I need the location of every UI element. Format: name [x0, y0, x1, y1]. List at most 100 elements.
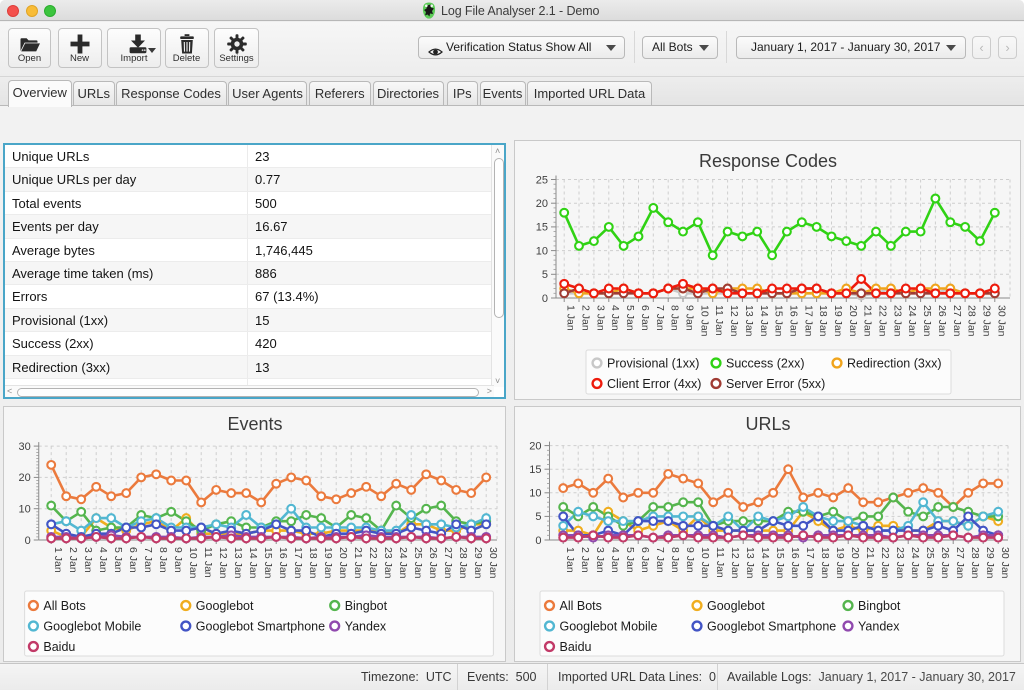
svg-text:Yandex: Yandex — [858, 620, 900, 634]
svg-text:7 Jan: 7 Jan — [654, 547, 666, 573]
svg-text:30 Jan: 30 Jan — [999, 547, 1011, 579]
svg-text:3 Jan: 3 Jan — [82, 547, 94, 573]
svg-text:11 Jan: 11 Jan — [202, 547, 214, 578]
svg-text:19 Jan: 19 Jan — [834, 547, 846, 579]
svg-text:8 Jan: 8 Jan — [157, 547, 169, 573]
svg-text:1 Jan: 1 Jan — [52, 547, 64, 573]
svg-text:Baidu: Baidu — [560, 640, 592, 654]
svg-text:22 Jan: 22 Jan — [367, 547, 379, 579]
svg-text:0: 0 — [542, 293, 548, 305]
svg-text:24 Jan: 24 Jan — [397, 547, 409, 579]
svg-text:20: 20 — [19, 472, 31, 484]
svg-text:10: 10 — [19, 504, 31, 516]
svg-text:All Bots: All Bots — [560, 599, 602, 613]
svg-text:18 Jan: 18 Jan — [817, 305, 829, 337]
svg-text:15: 15 — [529, 464, 541, 476]
svg-text:26 Jan: 26 Jan — [427, 547, 439, 579]
svg-text:15: 15 — [536, 222, 548, 234]
svg-text:6 Jan: 6 Jan — [639, 305, 651, 331]
svg-text:15 Jan: 15 Jan — [773, 305, 785, 337]
svg-text:8 Jan: 8 Jan — [669, 305, 681, 331]
svg-text:10: 10 — [529, 488, 541, 500]
svg-text:14 Jan: 14 Jan — [247, 547, 259, 579]
svg-text:Googlebot Mobile: Googlebot Mobile — [560, 620, 658, 634]
svg-text:30 Jan: 30 Jan — [487, 547, 499, 579]
svg-text:24 Jan: 24 Jan — [906, 305, 918, 337]
svg-text:20: 20 — [529, 440, 541, 452]
svg-text:30: 30 — [19, 441, 31, 453]
svg-text:9 Jan: 9 Jan — [172, 547, 184, 573]
svg-text:0: 0 — [25, 535, 31, 547]
svg-text:10 Jan: 10 Jan — [187, 547, 199, 579]
svg-text:21 Jan: 21 Jan — [352, 547, 364, 579]
svg-text:23 Jan: 23 Jan — [891, 305, 903, 337]
svg-text:Response Codes: Response Codes — [699, 151, 837, 171]
svg-text:Events: Events — [227, 414, 282, 434]
svg-text:Googlebot Smartphone: Googlebot Smartphone — [196, 620, 325, 634]
svg-text:3 Jan: 3 Jan — [594, 305, 606, 331]
svg-text:27 Jan: 27 Jan — [951, 305, 963, 337]
svg-text:21 Jan: 21 Jan — [862, 305, 874, 337]
svg-text:12 Jan: 12 Jan — [728, 305, 740, 337]
svg-text:28 Jan: 28 Jan — [966, 305, 978, 337]
svg-text:6 Jan: 6 Jan — [639, 547, 651, 573]
svg-text:29 Jan: 29 Jan — [984, 547, 996, 579]
svg-text:28 Jan: 28 Jan — [969, 547, 981, 579]
svg-text:26 Jan: 26 Jan — [936, 305, 948, 337]
svg-text:23 Jan: 23 Jan — [382, 547, 394, 579]
svg-text:9 Jan: 9 Jan — [684, 305, 696, 331]
svg-text:Provisional (1xx): Provisional (1xx) — [607, 357, 699, 371]
svg-text:Server Error (5xx): Server Error (5xx) — [726, 377, 825, 391]
svg-text:12 Jan: 12 Jan — [217, 547, 229, 579]
svg-text:3 Jan: 3 Jan — [594, 547, 606, 573]
svg-text:15 Jan: 15 Jan — [262, 547, 274, 579]
svg-text:30 Jan: 30 Jan — [995, 305, 1007, 337]
svg-text:Redirection (3xx): Redirection (3xx) — [847, 357, 941, 371]
svg-text:Client Error (4xx): Client Error (4xx) — [607, 377, 701, 391]
svg-text:Googlebot Mobile: Googlebot Mobile — [43, 620, 141, 634]
svg-text:Googlebot: Googlebot — [196, 599, 254, 613]
svg-text:10 Jan: 10 Jan — [698, 305, 710, 337]
svg-text:12 Jan: 12 Jan — [729, 547, 741, 579]
svg-text:27 Jan: 27 Jan — [442, 547, 454, 579]
svg-text:13 Jan: 13 Jan — [743, 305, 755, 337]
svg-text:11 Jan: 11 Jan — [714, 547, 726, 578]
svg-text:23 Jan: 23 Jan — [894, 547, 906, 579]
svg-text:Baidu: Baidu — [43, 640, 75, 654]
svg-text:1 Jan: 1 Jan — [564, 547, 576, 573]
svg-text:7 Jan: 7 Jan — [654, 305, 666, 331]
svg-text:URLs: URLs — [745, 414, 790, 434]
svg-text:Bingbot: Bingbot — [345, 599, 388, 613]
svg-text:20: 20 — [536, 198, 548, 210]
svg-text:17 Jan: 17 Jan — [804, 547, 816, 579]
svg-text:8 Jan: 8 Jan — [669, 547, 681, 573]
svg-text:21 Jan: 21 Jan — [864, 547, 876, 579]
svg-text:16 Jan: 16 Jan — [787, 305, 799, 337]
svg-text:18 Jan: 18 Jan — [307, 547, 319, 579]
svg-text:5: 5 — [542, 269, 548, 281]
svg-text:2 Jan: 2 Jan — [579, 547, 591, 573]
svg-text:1 Jan: 1 Jan — [565, 305, 577, 331]
svg-text:13 Jan: 13 Jan — [744, 547, 756, 579]
svg-text:18 Jan: 18 Jan — [819, 547, 831, 579]
svg-text:14 Jan: 14 Jan — [758, 305, 770, 337]
svg-text:25 Jan: 25 Jan — [412, 547, 424, 579]
svg-text:2 Jan: 2 Jan — [67, 547, 79, 573]
svg-text:0: 0 — [535, 535, 541, 547]
svg-text:5: 5 — [535, 511, 541, 523]
svg-text:14 Jan: 14 Jan — [759, 547, 771, 579]
svg-text:29 Jan: 29 Jan — [472, 547, 484, 579]
svg-text:20 Jan: 20 Jan — [847, 305, 859, 337]
svg-text:25 Jan: 25 Jan — [921, 305, 933, 337]
svg-text:25: 25 — [536, 174, 548, 186]
svg-text:20 Jan: 20 Jan — [337, 547, 349, 579]
svg-text:Googlebot Smartphone: Googlebot Smartphone — [707, 620, 836, 634]
svg-text:15 Jan: 15 Jan — [774, 547, 786, 579]
svg-text:Success (2xx): Success (2xx) — [726, 357, 805, 371]
svg-text:13 Jan: 13 Jan — [232, 547, 244, 579]
svg-text:Yandex: Yandex — [345, 620, 387, 634]
svg-text:17 Jan: 17 Jan — [292, 547, 304, 579]
svg-text:All Bots: All Bots — [43, 599, 85, 613]
svg-text:7 Jan: 7 Jan — [142, 547, 154, 573]
svg-text:22 Jan: 22 Jan — [877, 305, 889, 337]
